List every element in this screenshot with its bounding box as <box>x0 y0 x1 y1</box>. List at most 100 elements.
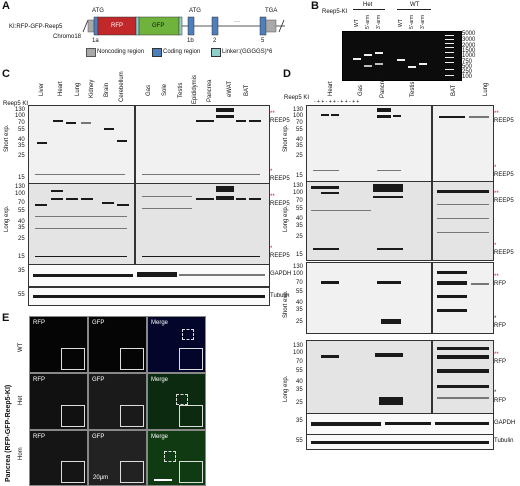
d-mw1-25: 25 <box>296 153 303 159</box>
c-mw-s-130: 130 <box>15 107 26 113</box>
gel-lane-4: WT <box>398 19 404 27</box>
e-het-merge: Merge <box>147 373 206 430</box>
d-mw1-40: 40 <box>296 137 303 143</box>
d-label-reep5-3: REEP5 <box>494 198 514 204</box>
tissue-pancrea: Pancrea <box>207 79 213 102</box>
tissue-bat: BAT <box>244 84 250 96</box>
c-mw-s-100: 100 <box>15 113 26 119</box>
gel-title: Reep5-KI <box>322 9 348 15</box>
c-blot-long-right <box>135 183 270 265</box>
d-mw1-130: 130 <box>293 107 304 113</box>
atg2-label: ATG <box>189 8 201 14</box>
d-mw1-55: 55 <box>296 127 303 133</box>
agarose-gel-image <box>342 31 462 81</box>
panel-label-b: B <box>311 0 319 12</box>
c-label-reep5-4: REEP5 <box>270 253 290 259</box>
c-blot-short-left <box>28 105 135 184</box>
c-marker-single-1: * <box>270 169 273 175</box>
panel-e-side-label: Pancrea (RFP-GFP-Reep5-KI) <box>5 384 12 482</box>
linker-box-1 <box>135 16 140 36</box>
legend-noncoding-label: Noncoding region <box>97 49 145 55</box>
c-mw-s-40: 40 <box>18 137 25 143</box>
ladder-3000: 3000 <box>462 37 476 43</box>
gel-group-het: Het <box>363 2 373 8</box>
ladder-5000: 5000 <box>462 31 476 37</box>
d-mw3-130: 130 <box>293 264 304 270</box>
panel-label-c: C <box>2 68 10 80</box>
d-blot-rfp-long-left <box>306 340 432 414</box>
coding-box-1b <box>187 16 195 36</box>
d-mw2-55: 55 <box>296 206 303 212</box>
c-marker-single-2: * <box>270 246 273 252</box>
d-mw3-55: 55 <box>296 289 303 295</box>
ladder-500: 500 <box>462 64 473 70</box>
c-blot-short-right <box>135 105 270 184</box>
e-wt-gfp-title: GFP <box>92 320 105 326</box>
legend-coding-label: Coding region <box>163 49 201 55</box>
d-mw2-130: 130 <box>293 183 304 189</box>
noncoding-box-1 <box>87 19 95 33</box>
gel-group-wt-line <box>397 9 431 10</box>
d-blot-reep5-short-right <box>432 105 494 182</box>
d-mw3-70: 70 <box>296 280 303 286</box>
atg1-label: ATG <box>92 8 104 14</box>
legend-noncoding-swatch <box>86 48 96 57</box>
c-mw-l-25: 25 <box>18 236 25 242</box>
d-tissue-testis: Testis <box>410 81 416 97</box>
e-hom-gfp: GFP 20μm <box>88 430 147 486</box>
d-marker-double-3: ** <box>494 274 499 280</box>
tissue-brain: Brain <box>104 82 110 97</box>
construct-diagram <box>82 16 285 36</box>
c-mw-l-15: 15 <box>18 254 25 260</box>
d-blot-tubulin <box>306 434 494 450</box>
d-mw4-40: 40 <box>296 379 303 385</box>
c-mw-l-40: 40 <box>18 219 25 225</box>
d-marker-double-2: ** <box>494 191 499 197</box>
gel-lane-6: 3'-arm <box>420 14 426 29</box>
d-tissue-pancrea: Pancrea <box>380 75 386 98</box>
c-mw-l-100: 100 <box>15 191 26 197</box>
d-label-rfp-4: RFP <box>494 398 506 404</box>
ladder-750: 750 <box>462 59 473 65</box>
c-mw-s-25: 25 <box>18 153 25 159</box>
e-scale-bar <box>154 479 172 481</box>
e-hom-merge: Merge <box>147 430 206 486</box>
e-wt-merge: Merge <box>147 316 206 373</box>
exon-2-label: 2 <box>213 38 217 44</box>
exon-1a-label: 1a <box>92 38 99 44</box>
c-mw-s-35: 35 <box>18 143 25 149</box>
d-mw3-25: 25 <box>296 319 303 325</box>
d-mw4-70: 70 <box>296 359 303 365</box>
linker-box-2 <box>178 16 183 36</box>
c-mw-l-55: 55 <box>18 208 25 214</box>
c-label-reep5-3: REEP5 <box>270 201 290 207</box>
legend-linker-label: Linker:(GGGGS)*6 <box>222 49 273 55</box>
tissue-lung: Lung <box>75 82 81 96</box>
d-row-short-1: Short exp. <box>283 124 289 152</box>
d-mw1-100: 100 <box>293 113 304 119</box>
e-scale-bar-label: 20μm <box>93 475 109 481</box>
gfp-label: GFP <box>152 23 165 29</box>
coding-box-5 <box>259 16 267 36</box>
chromosome-label: Chromo18 <box>53 34 82 40</box>
c-row-short-exp: Short exp. <box>4 124 10 152</box>
exon-dots: ··· <box>234 19 240 25</box>
e-hom-merge-title: Merge <box>151 434 169 440</box>
d-mw1-15: 15 <box>296 173 303 179</box>
d-mw1-35: 35 <box>296 143 303 149</box>
d-mw2-25: 25 <box>296 234 303 240</box>
c-row-long-exp: Long exp. <box>4 205 10 232</box>
d-label-rfp-3: RFP <box>494 359 506 365</box>
d-blot-rfp-short-right <box>432 262 494 334</box>
d-blot-reep5-long-right <box>432 181 494 261</box>
tga-label: TGA <box>265 8 278 14</box>
panel-label-d: D <box>283 68 291 80</box>
panel-d-header: Reep5 KI <box>284 95 310 101</box>
tissue-testis: Testis <box>178 82 184 98</box>
gel-group-wt: WT <box>410 2 420 8</box>
d-blot-rfp-long-right <box>432 340 494 414</box>
c-marker-double-1: ** <box>270 111 275 117</box>
noncoding-box-5 <box>265 19 277 33</box>
c-blot-long-left <box>28 183 135 265</box>
c-mw-s-55: 55 <box>18 127 25 133</box>
